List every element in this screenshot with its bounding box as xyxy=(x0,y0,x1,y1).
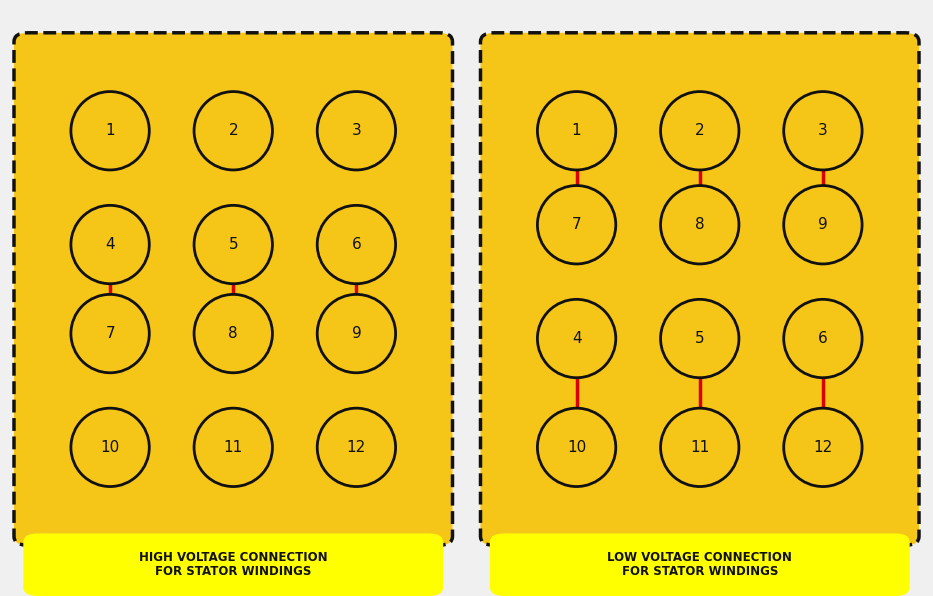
Ellipse shape xyxy=(784,408,862,486)
Text: LOW VOLTAGE CONNECTION: LOW VOLTAGE CONNECTION xyxy=(607,551,792,564)
Text: FOR STATOR WINDINGS: FOR STATOR WINDINGS xyxy=(621,566,778,578)
Text: 9: 9 xyxy=(352,326,361,341)
Text: 6: 6 xyxy=(352,237,361,252)
Ellipse shape xyxy=(71,408,149,486)
Ellipse shape xyxy=(194,92,272,170)
Text: 2: 2 xyxy=(229,123,238,138)
Text: 12: 12 xyxy=(347,440,366,455)
Text: 7: 7 xyxy=(105,326,115,341)
Ellipse shape xyxy=(317,92,396,170)
Text: 11: 11 xyxy=(690,440,709,455)
Text: 10: 10 xyxy=(101,440,119,455)
Text: 4: 4 xyxy=(105,237,115,252)
FancyBboxPatch shape xyxy=(480,33,919,545)
Ellipse shape xyxy=(317,408,396,486)
FancyBboxPatch shape xyxy=(23,533,443,596)
Ellipse shape xyxy=(784,92,862,170)
Text: 4: 4 xyxy=(572,331,581,346)
Text: HIGH VOLTAGE CONNECTION: HIGH VOLTAGE CONNECTION xyxy=(139,551,327,564)
Text: 1: 1 xyxy=(572,123,581,138)
Ellipse shape xyxy=(317,206,396,284)
Text: 8: 8 xyxy=(229,326,238,341)
Ellipse shape xyxy=(194,294,272,372)
Ellipse shape xyxy=(71,92,149,170)
Ellipse shape xyxy=(661,408,739,486)
Ellipse shape xyxy=(317,294,396,372)
Text: FOR STATOR WINDINGS: FOR STATOR WINDINGS xyxy=(155,566,312,578)
Ellipse shape xyxy=(537,299,616,378)
Text: 11: 11 xyxy=(224,440,243,455)
Text: 10: 10 xyxy=(567,440,586,455)
Ellipse shape xyxy=(194,206,272,284)
Ellipse shape xyxy=(537,408,616,486)
Text: 2: 2 xyxy=(695,123,704,138)
FancyBboxPatch shape xyxy=(490,533,910,596)
Ellipse shape xyxy=(784,299,862,378)
Ellipse shape xyxy=(71,294,149,372)
Text: 7: 7 xyxy=(572,218,581,232)
Text: 8: 8 xyxy=(695,218,704,232)
Ellipse shape xyxy=(784,185,862,264)
Text: 3: 3 xyxy=(818,123,828,138)
FancyBboxPatch shape xyxy=(14,33,453,545)
Text: 5: 5 xyxy=(695,331,704,346)
Text: 9: 9 xyxy=(818,218,828,232)
Ellipse shape xyxy=(537,92,616,170)
Text: 3: 3 xyxy=(352,123,361,138)
Text: 6: 6 xyxy=(818,331,828,346)
Text: 12: 12 xyxy=(814,440,832,455)
Ellipse shape xyxy=(71,206,149,284)
Ellipse shape xyxy=(661,92,739,170)
Ellipse shape xyxy=(661,299,739,378)
Ellipse shape xyxy=(537,185,616,264)
Text: 1: 1 xyxy=(105,123,115,138)
Text: 5: 5 xyxy=(229,237,238,252)
Ellipse shape xyxy=(194,408,272,486)
Ellipse shape xyxy=(661,185,739,264)
